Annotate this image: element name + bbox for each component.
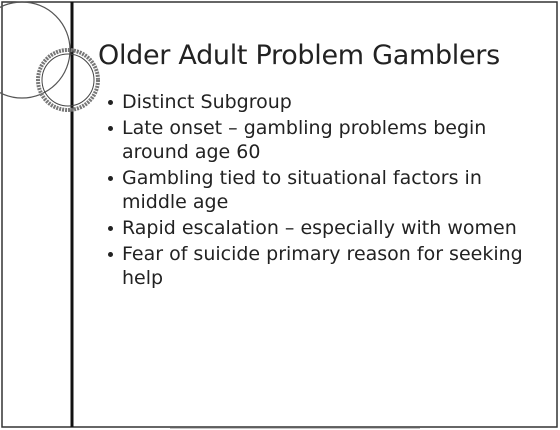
bullet-item: Gambling tied to situational factors in …	[108, 166, 528, 214]
slide: Older Adult Problem Gamblers Distinct Su…	[0, 0, 560, 430]
bullet-item: Late onset – gambling problems begin aro…	[108, 116, 528, 164]
bullet-item: Rapid escalation – especially with women	[108, 216, 528, 240]
page: {"slide": {"title": "Older Adult Problem…	[0, 0, 560, 430]
bullet-item: Distinct Subgroup	[108, 90, 528, 114]
deco-ring	[38, 50, 98, 110]
bullet-item: Fear of suicide primary reason for seeki…	[108, 242, 528, 290]
slide-title: Older Adult Problem Gamblers	[98, 40, 500, 71]
